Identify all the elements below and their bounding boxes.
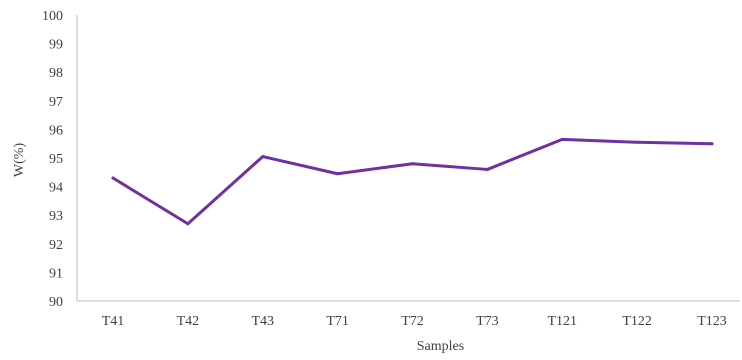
y-tick-label: 100 [42, 9, 63, 24]
x-axis-title: Samples [417, 339, 464, 354]
x-tick-label: T123 [697, 314, 727, 329]
y-tick-label: 97 [49, 95, 63, 110]
y-tick-label: 95 [49, 152, 63, 167]
y-tick-label: 91 [49, 266, 63, 281]
data-point [261, 155, 265, 159]
y-tick-label: 99 [49, 38, 63, 53]
y-axis-title: W(%) [12, 143, 27, 178]
y-tick-label: 94 [49, 181, 63, 196]
x-tick-label: T73 [476, 314, 499, 329]
y-tick-label: 98 [49, 66, 63, 81]
data-point [485, 167, 489, 171]
data-point [111, 176, 115, 180]
x-tick-label: T41 [102, 314, 125, 329]
y-tick-label: 92 [49, 238, 63, 253]
data-point [336, 172, 340, 176]
x-axis-ticks: T41 T42 T43 T71 T72 T73 T121 T122 T123 [102, 314, 727, 329]
y-tick-label: 93 [49, 209, 63, 224]
x-tick-label: T121 [547, 314, 577, 329]
data-point [560, 137, 564, 141]
x-tick-label: T43 [251, 314, 274, 329]
x-tick-label: T72 [401, 314, 424, 329]
y-axis-ticks: 90 91 92 93 94 95 96 97 98 99 100 [42, 9, 63, 310]
y-tick-label: 96 [49, 123, 63, 138]
y-tick-label: 90 [49, 295, 63, 310]
series-line [111, 137, 714, 226]
data-point [411, 162, 414, 166]
data-point [635, 140, 639, 144]
data-point [710, 142, 714, 146]
x-tick-label: T122 [622, 314, 652, 329]
x-tick-label: T71 [326, 314, 349, 329]
series-group [111, 137, 714, 226]
data-point [186, 222, 190, 226]
x-tick-label: T42 [177, 314, 200, 329]
